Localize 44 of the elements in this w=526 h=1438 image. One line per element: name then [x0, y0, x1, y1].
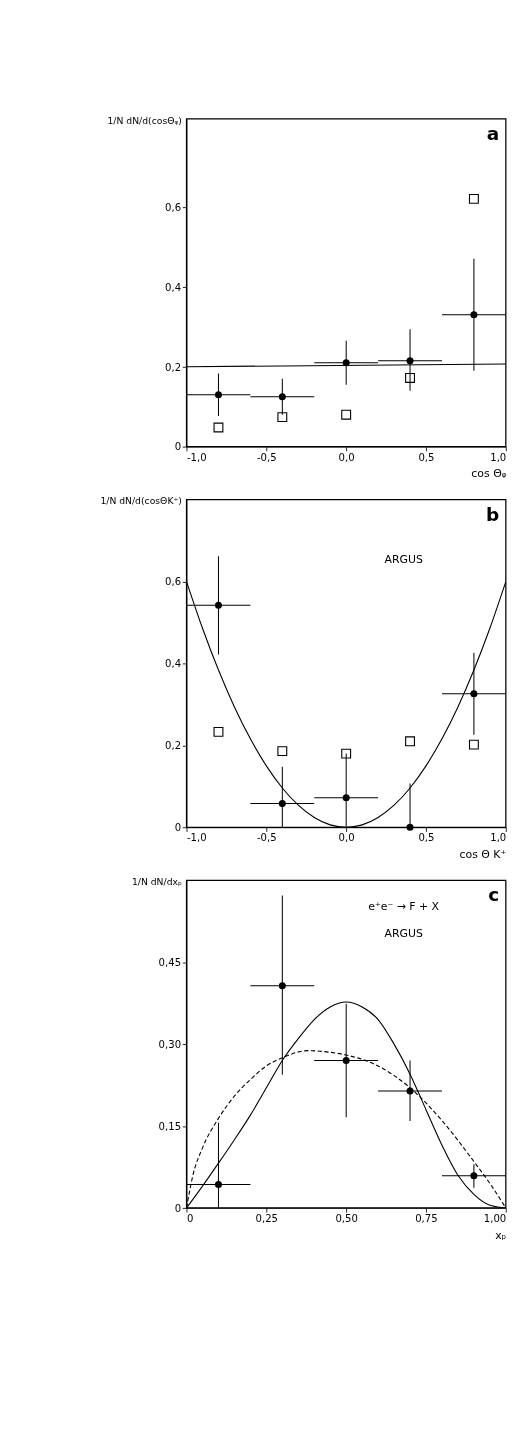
x-tick-label: 1,0: [490, 832, 507, 844]
x-tick-label: 0,5: [418, 832, 435, 844]
y-tick-label: 0: [174, 822, 182, 834]
x-tick-label: 0,0: [338, 832, 355, 844]
x-tick-label: 0,5: [418, 451, 435, 463]
y-axis-title: 1/N dN/d(cosΘK⁺): [100, 495, 182, 507]
annotation: ARGUS: [384, 552, 423, 566]
point: [214, 1180, 222, 1188]
point: [470, 1172, 478, 1180]
x-tick-label: 1,0: [490, 451, 507, 463]
y-tick-label: 0,4: [165, 281, 182, 293]
annotation: a: [486, 123, 500, 144]
x-tick-label: -0,5: [256, 451, 277, 463]
y-axis-title: 1/N dN/d(cosΘᵩ): [107, 114, 182, 126]
y-tick-label: 0,6: [165, 201, 182, 213]
annotation: b: [485, 503, 500, 525]
x-axis-title: cos Θᵩ: [471, 467, 507, 481]
x-tick-label: -1,0: [186, 451, 207, 463]
annotation: ARGUS: [384, 926, 423, 940]
y-tick-label: 0,2: [165, 740, 182, 752]
y-tick-label: 0,6: [165, 576, 182, 588]
y-tick-label: 0,15: [158, 1120, 182, 1132]
x-tick-label: -0,5: [256, 832, 277, 844]
annotation: c: [488, 884, 500, 906]
y-tick-label: 0,30: [158, 1038, 182, 1050]
y-tick-label: 0,2: [165, 361, 182, 373]
point: [342, 1056, 350, 1064]
x-axis-title: xₚ: [495, 1228, 507, 1242]
x-tick-label: 0,25: [255, 1212, 279, 1224]
x-tick-label: 0,50: [335, 1212, 358, 1224]
x-tick-label: 0,75: [415, 1212, 438, 1224]
x-tick-label: 0: [186, 1212, 194, 1224]
point: [278, 982, 286, 990]
y-tick-label: 0: [174, 1202, 182, 1214]
annotation: e⁺e⁻ → F + X: [368, 899, 440, 913]
y-tick-label: 0,4: [165, 658, 182, 670]
point: [406, 1087, 414, 1095]
y-tick-label: 0,45: [158, 956, 182, 968]
x-axis-title: cos Θ K⁺: [459, 848, 507, 861]
y-tick-label: 0: [174, 441, 182, 453]
y-axis-title: 1/N dN/dxₚ: [131, 875, 182, 887]
x-tick-label: 0,0: [338, 451, 355, 463]
x-tick-label: -1,0: [186, 832, 207, 844]
x-tick-label: 1,00: [483, 1212, 507, 1224]
